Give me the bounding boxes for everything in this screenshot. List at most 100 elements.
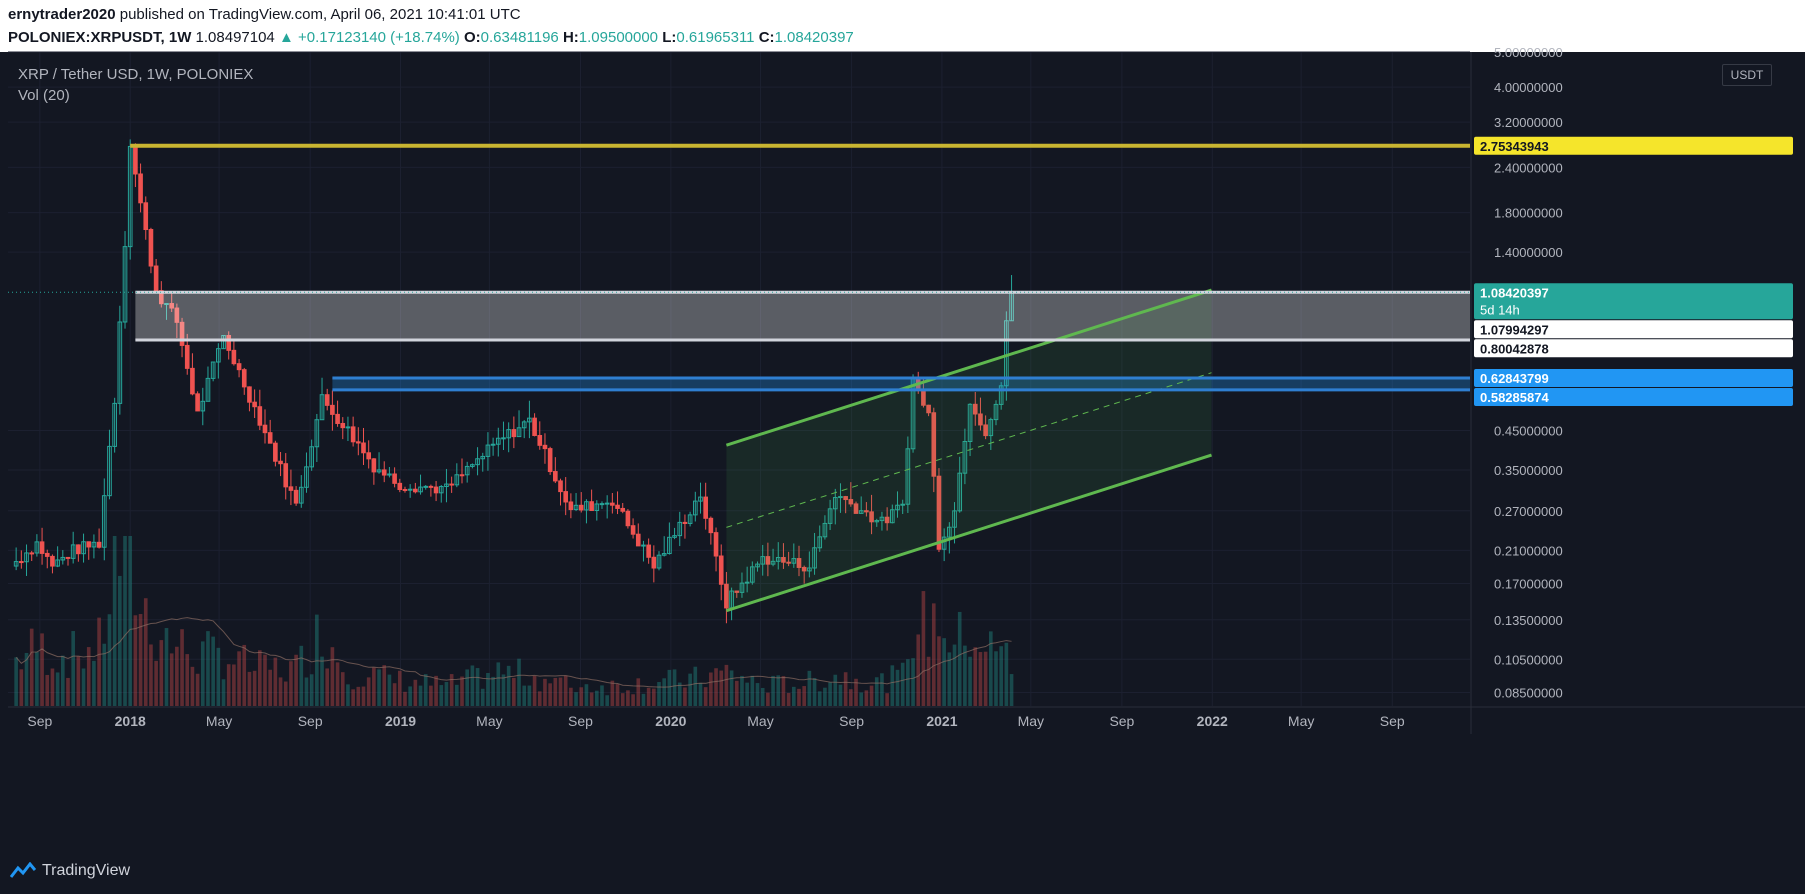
candle: [117, 321, 123, 404]
volume-bar: [926, 656, 931, 706]
candle: [677, 521, 683, 537]
volume-indicator-label[interactable]: Vol (20): [18, 87, 70, 104]
volume-bar: [159, 640, 164, 706]
candle: [107, 445, 112, 497]
volume-bar: [263, 654, 267, 706]
volume-bar: [605, 695, 609, 706]
volume-bar: [278, 677, 283, 706]
volume-bar: [522, 685, 527, 706]
price-change: +0.17123140 (+18.74%): [297, 29, 460, 46]
volume-bar: [641, 693, 646, 706]
candle: [667, 536, 672, 555]
tradingview-brand[interactable]: TradingView: [10, 862, 130, 880]
candle: [314, 419, 320, 448]
symbol-label: POLONIEX:XRPUSDT, 1W: [8, 29, 192, 46]
volume-bar: [470, 665, 475, 706]
candle: [537, 434, 543, 446]
x-tick-label: Sep: [568, 713, 593, 729]
candle: [713, 532, 719, 557]
volume-bar: [366, 677, 371, 706]
y-tick-label: 0.13500000: [1494, 613, 1563, 628]
candle: [708, 517, 714, 534]
volume-bar: [123, 536, 127, 706]
candle: [76, 544, 81, 555]
candle: [750, 566, 755, 583]
volume-bar: [268, 669, 272, 706]
y-tick-label: 0.10500000: [1494, 652, 1563, 667]
x-tick-label: 2018: [115, 713, 146, 729]
y-tick-label: 0.17000000: [1494, 577, 1563, 592]
volume-bar: [999, 646, 1003, 706]
volume-bar: [791, 686, 796, 706]
volume-bar: [444, 681, 449, 706]
volume-bar: [662, 678, 667, 706]
y-tick-label: 4.00000000: [1494, 80, 1563, 95]
candle: [418, 486, 423, 493]
candle: [998, 385, 1004, 405]
volume-bar: [931, 603, 936, 706]
volume-bar: [978, 652, 983, 706]
volume-bar: [859, 692, 864, 706]
price-badge: [1474, 320, 1793, 339]
volume-bar: [817, 691, 822, 706]
candle: [361, 442, 366, 454]
open-label: O:: [463, 29, 481, 46]
candle: [869, 511, 874, 523]
volume-bar: [895, 669, 900, 706]
candle: [599, 503, 605, 506]
candle: [371, 458, 377, 473]
candle: [620, 507, 626, 512]
candle: [19, 561, 24, 564]
volume-bar: [143, 598, 148, 706]
volume-bar: [719, 670, 724, 706]
volume-bar: [589, 692, 594, 706]
low-value: 0.61965311: [676, 29, 755, 46]
candle: [278, 460, 283, 465]
volume-bar: [776, 675, 781, 706]
candle: [122, 246, 128, 323]
volume-bar: [869, 685, 874, 706]
price-badge: [1474, 369, 1793, 388]
volume-bar: [418, 685, 423, 706]
channel-upper-line: [725, 288, 1212, 447]
candle: [542, 444, 548, 450]
candle: [568, 501, 574, 511]
volume-bar: [29, 628, 34, 706]
volume-bar: [45, 674, 50, 706]
zone-box: [135, 292, 1470, 340]
candle: [490, 443, 496, 446]
candle: [324, 394, 330, 406]
candle: [578, 504, 584, 511]
candle: [470, 464, 475, 467]
currency-button[interactable]: USDT: [1722, 64, 1772, 86]
y-tick-label: 0.21000000: [1494, 543, 1563, 558]
volume-bar: [392, 683, 397, 706]
volume-bar: [66, 677, 70, 706]
x-tick-label: May: [476, 713, 502, 729]
volume-bar: [911, 658, 915, 706]
candle: [231, 349, 237, 365]
volume-bar: [942, 638, 946, 706]
volume-bar: [372, 667, 376, 706]
volume-bar: [890, 665, 895, 706]
candle: [604, 502, 610, 505]
volume-bar: [854, 678, 858, 706]
volume-bar: [92, 660, 96, 706]
price-badge-label: 2.75343943: [1480, 139, 1549, 154]
candle: [807, 567, 812, 572]
candle: [952, 510, 957, 528]
volume-bar: [175, 646, 179, 706]
author-name[interactable]: ernytrader2020: [8, 6, 116, 23]
volume-bar: [232, 664, 236, 706]
volume-bar: [221, 679, 226, 706]
candle: [635, 533, 641, 547]
candle: [29, 552, 35, 555]
volume-bar: [646, 687, 651, 706]
candle: [817, 536, 823, 549]
price-chart[interactable]: 5.00000000 4.00000000 3.20000000 2.40000000…: [0, 0, 1805, 852]
candle: [827, 508, 833, 524]
candle: [169, 303, 174, 309]
zone-box: [332, 378, 1470, 390]
volume-bar: [921, 591, 926, 706]
chart-frame[interactable]: [0, 52, 1805, 852]
